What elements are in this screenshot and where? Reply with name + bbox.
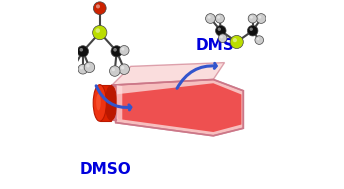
Circle shape <box>258 15 261 19</box>
Circle shape <box>119 64 129 74</box>
Polygon shape <box>117 85 122 120</box>
Circle shape <box>218 28 221 31</box>
Text: DMS: DMS <box>195 38 234 53</box>
Circle shape <box>69 66 73 69</box>
Circle shape <box>217 16 220 19</box>
Polygon shape <box>100 85 111 121</box>
Circle shape <box>215 14 224 23</box>
Circle shape <box>111 68 115 71</box>
Polygon shape <box>112 80 243 136</box>
Circle shape <box>233 38 237 42</box>
Ellipse shape <box>96 94 101 110</box>
Circle shape <box>84 62 95 73</box>
Circle shape <box>119 46 129 55</box>
Circle shape <box>220 36 223 38</box>
Circle shape <box>249 28 253 31</box>
Circle shape <box>113 48 117 52</box>
Circle shape <box>78 64 88 74</box>
Ellipse shape <box>105 86 117 120</box>
Circle shape <box>96 4 100 9</box>
Circle shape <box>80 66 83 69</box>
Circle shape <box>218 34 227 43</box>
Circle shape <box>79 48 83 52</box>
Ellipse shape <box>93 85 106 121</box>
Circle shape <box>256 14 266 23</box>
Polygon shape <box>115 83 241 132</box>
Circle shape <box>255 36 264 44</box>
Circle shape <box>206 14 215 23</box>
Circle shape <box>248 14 257 23</box>
Circle shape <box>121 47 124 51</box>
Circle shape <box>230 35 243 49</box>
Polygon shape <box>106 86 116 120</box>
Circle shape <box>86 64 90 67</box>
Circle shape <box>216 26 226 36</box>
Circle shape <box>121 66 125 69</box>
Polygon shape <box>112 63 225 85</box>
Circle shape <box>247 26 258 36</box>
Circle shape <box>93 26 107 40</box>
Circle shape <box>250 16 253 19</box>
Circle shape <box>109 66 120 76</box>
Circle shape <box>96 28 100 33</box>
Circle shape <box>207 15 211 19</box>
Circle shape <box>67 64 78 74</box>
Circle shape <box>93 2 106 15</box>
Text: DMSO: DMSO <box>80 162 132 177</box>
Circle shape <box>257 37 259 40</box>
Circle shape <box>77 46 88 57</box>
Circle shape <box>111 46 122 57</box>
